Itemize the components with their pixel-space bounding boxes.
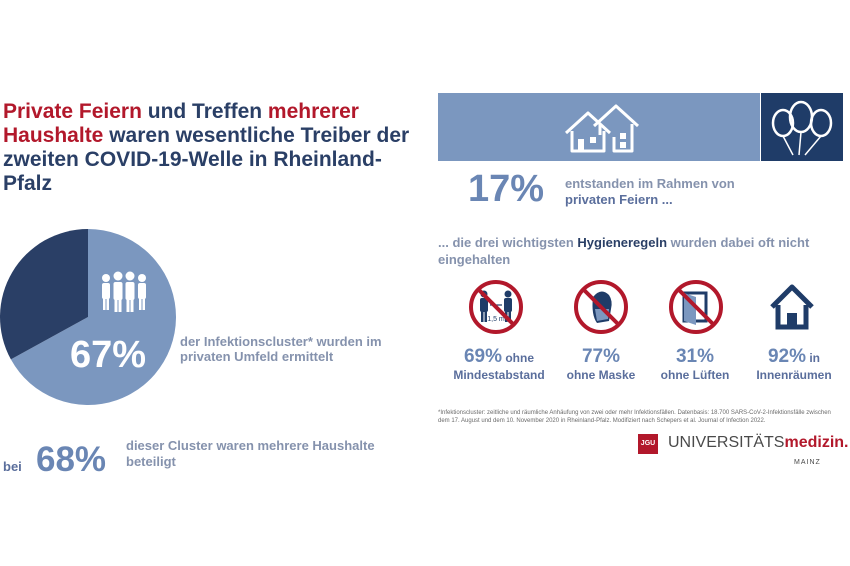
stat-window: 31% ohne Lüften (652, 346, 738, 382)
hygiene-text: ... die drei wichtigsten Hygieneregeln w… (438, 234, 838, 268)
logo-text-1: UNIVERSITÄTS (668, 434, 785, 451)
balloons-icon (771, 100, 833, 156)
stat-distance: 69% ohne Mindestabstand (440, 346, 558, 382)
feiern-text-2: privaten Feiern ... (565, 192, 673, 207)
balloons-banner (761, 93, 843, 161)
houses-icon (564, 104, 640, 153)
headline: Private Feiern und Treffen mehrerer Haus… (3, 100, 423, 196)
stat-mask: 77% ohne Maske (558, 346, 644, 382)
stat-suffix: ohne (502, 351, 535, 365)
headline-red-2: mehrerer Haushalte (3, 100, 359, 147)
hygiene-text-3: wurden dabei oft nicht eingehalten (438, 235, 810, 267)
houses-banner (438, 93, 760, 161)
jgu-logo: JGU (638, 434, 658, 454)
stat-label: ohne Lüften (660, 368, 730, 382)
stat-num: 77% (581, 346, 621, 367)
hygiene-text-1: ... die drei wichtigsten (438, 235, 578, 250)
pct-68: 68% (36, 440, 107, 479)
stat-num: 31% (675, 346, 715, 367)
headline-part-2: und Treffen (141, 100, 268, 123)
stat-indoor: 92% in Innenräumen (746, 346, 842, 382)
headline-red-1: Private Feiern (3, 100, 142, 123)
pie-chart (0, 229, 176, 405)
headline-part-4: waren wesentliche Treiber der zweiten CO… (3, 124, 410, 195)
stat-label: Innenräumen (756, 368, 832, 382)
feiern-text-1: entstanden im Rahmen von (565, 176, 735, 191)
logo-mainz: MAINZ (794, 459, 821, 466)
logo-text-2: medizin. (784, 434, 849, 451)
distance-icon: 1,5 m (469, 280, 523, 334)
hygiene-text-2: Hygieneregeln (577, 235, 668, 250)
stat-num: 69% (463, 346, 503, 367)
stat-label: ohne Maske (566, 368, 636, 382)
distance-label: 1,5 m (487, 316, 505, 323)
window-icon (669, 280, 723, 334)
cluster2-text: dieser Cluster waren mehrere Haushalte b… (126, 438, 375, 469)
mask-icon (574, 280, 628, 334)
footnote: *Infektionscluster: zeitliche und räumli… (438, 410, 831, 424)
stat-label: Mindestabstand (453, 368, 545, 382)
feiern-text: entstanden im Rahmen von privaten Feiern… (565, 176, 785, 208)
stat-num: 92% (767, 346, 807, 367)
pie-slice-1 (0, 229, 88, 360)
pct-17: 17% (468, 168, 545, 210)
pie-slice-0 (10, 229, 176, 405)
logo-text: UNIVERSITÄTSmedizin. (668, 434, 848, 452)
people-icon (102, 271, 146, 312)
house-icon (770, 284, 814, 330)
stat-suffix: in (806, 351, 821, 365)
cluster-text: der Infektionscluster* wurden im private… (180, 334, 382, 364)
bei-label: bei (3, 459, 22, 474)
pie-value-label: 67% (70, 334, 147, 376)
